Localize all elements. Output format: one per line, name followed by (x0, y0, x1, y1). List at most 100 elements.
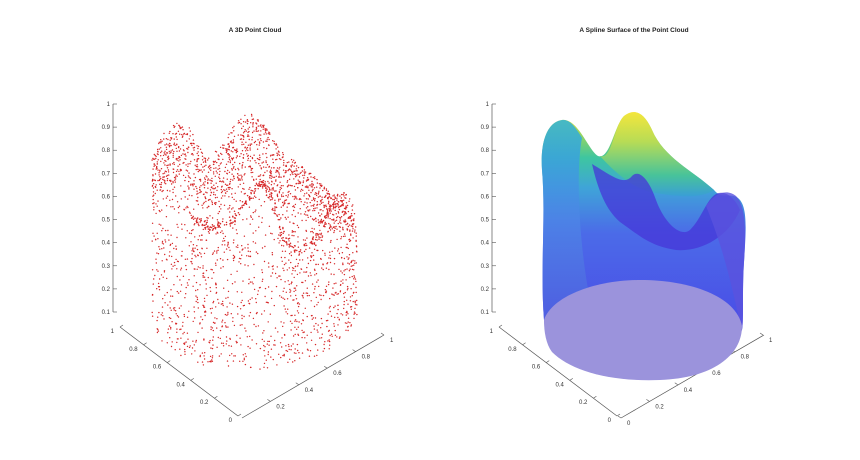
x-tick-label: 0.6 (712, 371, 721, 377)
cloud-point (222, 180, 224, 182)
cloud-point (195, 295, 197, 297)
cloud-point (171, 341, 173, 343)
cloud-point (209, 215, 211, 217)
cloud-point (312, 317, 315, 319)
cloud-point (231, 222, 233, 224)
cloud-point (196, 193, 198, 195)
cloud-point (276, 277, 278, 279)
cloud-point (333, 201, 335, 204)
cloud-point (298, 303, 301, 305)
cloud-point (164, 164, 166, 166)
cloud-point (167, 138, 169, 141)
cloud-point (314, 317, 317, 319)
cloud-point (181, 133, 183, 136)
cloud-point (240, 301, 242, 304)
cloud-point (219, 170, 221, 173)
cloud-point (328, 210, 331, 212)
cloud-point (289, 174, 292, 176)
cloud-point (240, 123, 242, 125)
cloud-point (270, 195, 273, 197)
cloud-point (252, 317, 255, 320)
cloud-point (197, 203, 199, 206)
cloud-point (159, 189, 161, 191)
cloud-point (230, 345, 233, 347)
cloud-point (293, 290, 295, 293)
cloud-point (305, 207, 308, 209)
cloud-point (332, 205, 334, 208)
cloud-point (182, 333, 184, 335)
cloud-point (202, 184, 204, 186)
cloud-point (354, 278, 357, 280)
z-tick-label: 0.4 (481, 241, 490, 247)
cloud-point (240, 174, 242, 176)
cloud-point (222, 144, 224, 146)
cloud-point (305, 271, 307, 273)
cloud-point (254, 160, 256, 162)
cloud-point (327, 231, 329, 233)
cloud-point (292, 171, 294, 173)
cloud-point (354, 312, 356, 314)
cloud-point (294, 326, 296, 328)
cloud-point (234, 192, 236, 194)
cloud-point (212, 225, 214, 227)
cloud-point (169, 163, 171, 165)
z-tick-label: 0.5 (102, 218, 111, 224)
cloud-point (303, 243, 306, 246)
cloud-point (303, 174, 306, 176)
cloud-point (313, 187, 316, 189)
cloud-point (320, 202, 323, 204)
cloud-point (321, 196, 323, 198)
cloud-point (247, 134, 249, 136)
cloud-point (255, 343, 258, 345)
cloud-point (211, 355, 214, 357)
cloud-point (288, 178, 291, 180)
cloud-point (295, 298, 298, 300)
cloud-point (155, 157, 157, 160)
cloud-point (207, 231, 210, 233)
cloud-point (182, 174, 185, 177)
cloud-point (304, 211, 307, 213)
cloud-point (247, 345, 249, 348)
cloud-point (257, 125, 259, 127)
cloud-point (288, 348, 290, 351)
cloud-point (289, 291, 291, 293)
cloud-point (256, 183, 258, 186)
cloud-point (271, 198, 273, 201)
cloud-point (345, 194, 347, 196)
cloud-point (164, 153, 166, 155)
cloud-point (334, 227, 336, 230)
cloud-point (279, 189, 281, 191)
cloud-point (214, 187, 217, 189)
cloud-point (218, 355, 221, 357)
cloud-point (200, 234, 203, 236)
cloud-point (227, 243, 229, 246)
cloud-point (160, 224, 162, 226)
cloud-point (243, 130, 246, 133)
cloud-point (183, 315, 186, 318)
cloud-point (158, 172, 160, 174)
cloud-point (277, 176, 280, 178)
cloud-point (254, 140, 257, 143)
cloud-point (228, 158, 231, 161)
cloud-point (300, 268, 303, 270)
cloud-point (332, 198, 334, 201)
cloud-point (162, 176, 165, 178)
cloud-point (189, 163, 191, 165)
cloud-point (158, 223, 160, 225)
cloud-point (313, 228, 315, 230)
cloud-point (269, 177, 271, 179)
cloud-point (169, 251, 171, 253)
cloud-point (201, 327, 203, 329)
cloud-point (282, 297, 284, 299)
cloud-point (209, 355, 212, 358)
cloud-point (334, 205, 336, 207)
cloud-point (325, 285, 328, 287)
cloud-point (194, 247, 196, 249)
cloud-point (200, 169, 202, 171)
cloud-point (165, 138, 168, 140)
cloud-point (247, 300, 250, 302)
cloud-point (282, 290, 284, 292)
cloud-point (227, 326, 229, 328)
cloud-point (220, 188, 222, 191)
right-x-axis-line (620, 334, 765, 419)
